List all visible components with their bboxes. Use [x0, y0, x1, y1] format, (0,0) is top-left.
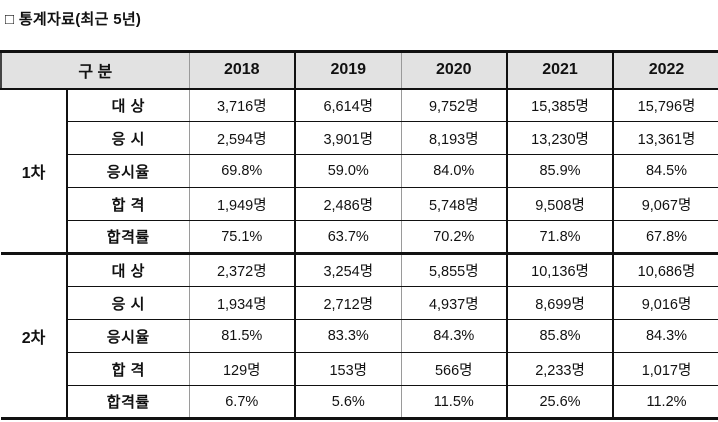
- value-cell: 153명: [294, 352, 402, 386]
- value-cell: 2,372명: [188, 253, 296, 287]
- table-row: 2차 대 상 2,372명 3,254명 5,855명 10,136명 10,6…: [1, 253, 718, 420]
- value-cell: 85.8%: [506, 319, 614, 353]
- value-cell: 63.7%: [294, 220, 402, 255]
- metric-label: 합격률: [65, 385, 190, 420]
- value-cell: 566명: [400, 352, 508, 386]
- value-cell: 9,752명: [400, 88, 508, 122]
- value-cell: 4,937명: [400, 286, 508, 320]
- table-row: 1차 대 상 3,716명 6,614명 9,752명 15,385명 15,7…: [1, 88, 718, 255]
- value-cell: 84.3%: [400, 319, 508, 353]
- table-row: 합격률 6.7% 5.6% 11.5% 25.6% 11.2%: [1, 385, 718, 420]
- value-cell: 59.0%: [294, 154, 402, 188]
- value-cell: 5.6%: [294, 385, 402, 420]
- value-cell: 15,796명: [612, 88, 718, 122]
- metric-label: 응시율: [65, 319, 190, 353]
- value-cell: 11.5%: [400, 385, 508, 420]
- header-cell-year-2019: 2019: [294, 50, 402, 90]
- table-row: 응 시 1,934명 2,712명 4,937명 8,699명 9,016명: [1, 286, 718, 320]
- value-cell: 67.8%: [612, 220, 718, 255]
- header-cell-gubun: 구 분: [0, 50, 190, 90]
- value-cell: 75.1%: [188, 220, 296, 255]
- value-cell: 10,686명: [612, 253, 718, 287]
- header-cell-year-2021: 2021: [506, 50, 614, 90]
- metric-label: 응시율: [65, 154, 190, 188]
- value-cell: 8,699명: [506, 286, 614, 320]
- value-cell: 2,233명: [506, 352, 614, 386]
- value-cell: 3,901명: [294, 121, 402, 155]
- table-row: 응시율 81.5% 83.3% 84.3% 85.8% 84.3%: [1, 319, 718, 353]
- value-cell: 69.8%: [188, 154, 296, 188]
- metric-label: 응 시: [65, 121, 190, 155]
- value-cell: 5,855명: [400, 253, 508, 287]
- page-title: □ 통계자료(최근 5년): [5, 11, 142, 28]
- header-cell-year-2018: 2018: [188, 50, 296, 90]
- metric-label: 합격률: [65, 220, 190, 255]
- value-cell: 83.3%: [294, 319, 402, 353]
- statistics-table: 구 분 2018 2019 2020 2021 2022 1차 대 상 3,71…: [0, 50, 718, 420]
- value-cell: 8,193명: [400, 121, 508, 155]
- metric-label: 대 상: [65, 88, 190, 122]
- table-header-row: 구 분 2018 2019 2020 2021 2022: [0, 50, 718, 90]
- value-cell: 13,230명: [506, 121, 614, 155]
- value-cell: 9,067명: [612, 187, 718, 221]
- value-cell: 9,508명: [506, 187, 614, 221]
- table-row: 합격률 75.1% 63.7% 70.2% 71.8% 67.8%: [1, 220, 718, 255]
- metric-label: 합 격: [65, 187, 190, 221]
- value-cell: 11.2%: [612, 385, 718, 420]
- metric-label: 대 상: [65, 253, 190, 287]
- value-cell: 84.5%: [612, 154, 718, 188]
- header-cell-year-2022: 2022: [612, 50, 718, 90]
- value-cell: 6.7%: [188, 385, 296, 420]
- value-cell: 84.0%: [400, 154, 508, 188]
- value-cell: 71.8%: [506, 220, 614, 255]
- header-cell-year-2020: 2020: [400, 50, 508, 90]
- table-row: 응 시 2,594명 3,901명 8,193명 13,230명 13,361명: [1, 121, 718, 155]
- value-cell: 25.6%: [506, 385, 614, 420]
- metric-label: 응 시: [65, 286, 190, 320]
- value-cell: 129명: [188, 352, 296, 386]
- value-cell: 1,017명: [612, 352, 718, 386]
- value-cell: 15,385명: [506, 88, 614, 122]
- value-cell: 9,016명: [612, 286, 718, 320]
- value-cell: 3,716명: [188, 88, 296, 122]
- value-cell: 5,748명: [400, 187, 508, 221]
- value-cell: 2,712명: [294, 286, 402, 320]
- value-cell: 3,254명: [294, 253, 402, 287]
- value-cell: 1,949명: [188, 187, 296, 221]
- value-cell: 13,361명: [612, 121, 718, 155]
- value-cell: 70.2%: [400, 220, 508, 255]
- value-cell: 2,594명: [188, 121, 296, 155]
- table-row: 합 격 1,949명 2,486명 5,748명 9,508명 9,067명: [1, 187, 718, 221]
- metric-label: 합 격: [65, 352, 190, 386]
- value-cell: 1,934명: [188, 286, 296, 320]
- value-cell: 10,136명: [506, 253, 614, 287]
- value-cell: 85.9%: [506, 154, 614, 188]
- value-cell: 6,614명: [294, 88, 402, 122]
- table-row: 응시율 69.8% 59.0% 84.0% 85.9% 84.5%: [1, 154, 718, 188]
- group-label-round1: 1차: [1, 88, 67, 255]
- value-cell: 81.5%: [188, 319, 296, 353]
- table-row: 합 격 129명 153명 566명 2,233명 1,017명: [1, 352, 718, 386]
- group-label-round2: 2차: [1, 253, 67, 420]
- value-cell: 84.3%: [612, 319, 718, 353]
- value-cell: 2,486명: [294, 187, 402, 221]
